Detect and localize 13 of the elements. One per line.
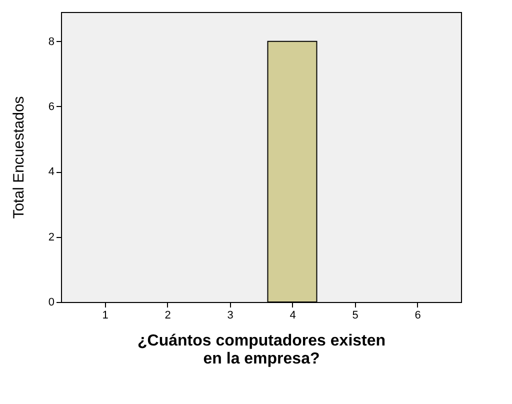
y-tick-label: 2 [48, 231, 54, 244]
y-tick-label: 8 [48, 36, 54, 48]
x-tick-label: 2 [164, 310, 171, 322]
x-tick-label: 4 [290, 310, 296, 322]
x-axis-title: ¿Cuántos computadores existen en la empresa? [137, 332, 386, 368]
y-tick-label: 0 [48, 296, 54, 308]
y-tick-label: 4 [48, 166, 54, 178]
y-axis-title: Total Encuestados [10, 96, 28, 219]
x-tick-label: 3 [227, 310, 234, 322]
x-tick-label: 6 [414, 310, 421, 322]
x-tick-label: 5 [352, 310, 358, 322]
y-tick-label: 6 [48, 100, 54, 113]
x-tick-label: 1 [102, 310, 108, 322]
